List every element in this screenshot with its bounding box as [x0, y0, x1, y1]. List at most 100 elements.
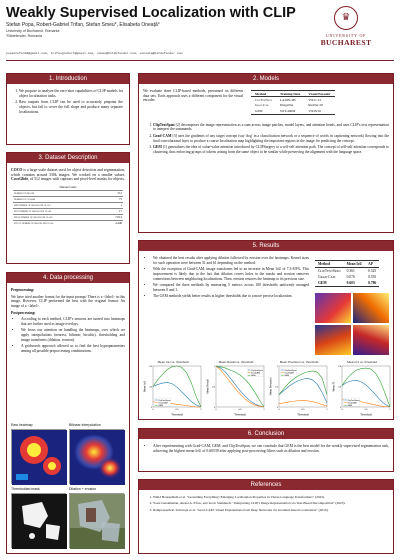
- chart-title: Mean F1 vs. threshold: [347, 360, 377, 364]
- poster-title: Weakly Supervised Localization with CLIP: [6, 5, 296, 21]
- affiliation-2: °Bitdefender, Romania: [6, 33, 42, 38]
- conclusion-item: After experimenting with Grad-CAM, GEM, …: [153, 444, 389, 453]
- table-header: Method: [318, 261, 330, 266]
- section-references: References Walid Bousselham et al. "Grou…: [138, 479, 394, 554]
- section-title: 2. Models: [139, 74, 393, 84]
- y-tick-label: 0.6: [149, 366, 153, 368]
- series-line: [278, 370, 328, 395]
- x-tick-label: 0.5: [301, 409, 305, 411]
- y-tick-label: 1: [277, 366, 279, 368]
- raw-heatmap-image: [11, 429, 67, 485]
- legend-label: GEM: [158, 405, 163, 407]
- postprocessing-item: We focus our attention on handling the h…: [21, 328, 125, 342]
- table-row: number of classes 73: [13, 196, 123, 201]
- image-label: Thresholded mask: [11, 487, 40, 491]
- plot-mean-f1: Mean F1 vs. threshold 0 0 0.5 0.4 1 0.8 Thresho…: [332, 359, 392, 417]
- table-row: GEM 0.605 0.786: [315, 280, 380, 287]
- section-data-processing: 4. Data processing Preprocessing: We hav…: [6, 272, 130, 554]
- section-models: 2. Models We evaluate three CLIP-based m…: [138, 73, 394, 233]
- crest-icon: ♛: [334, 6, 358, 30]
- emails: popastefan10@gmail.com, trifangrobert@gm…: [6, 51, 183, 55]
- plot-mean-iou: Mean IoU vs. threshold 0 0 0.5 0.3 1 0.6 Thresh…: [143, 359, 203, 417]
- image-label: Bilinear interpolation: [69, 423, 101, 427]
- x-tick-label: 0.5: [175, 409, 179, 411]
- legend-label: GradCAM: [158, 401, 168, 404]
- legend-label: GEM: [284, 375, 289, 377]
- reference-item: Walid Bousselham et al. "Grounding Every…: [153, 495, 389, 499]
- y-tick-label: 0: [214, 407, 216, 409]
- thresholded-mask-image: [11, 493, 67, 549]
- affiliations: University of Bucharest, Romania °Bitdef…: [6, 29, 59, 38]
- series-line: [152, 365, 202, 408]
- logo-line-1: UNIVERSITY OF: [325, 33, 367, 38]
- y-tick-label: 0.8: [338, 366, 342, 368]
- y-axis-label: Mean F1: [332, 381, 335, 392]
- chart-title: Mean Recall vs. threshold: [219, 360, 254, 364]
- y-tick-label: 0: [277, 407, 279, 409]
- dataset-stats-table: Dataset stats number of images 512 number …: [13, 185, 123, 226]
- section-title: 6. Conclusion: [139, 429, 393, 439]
- legend-box: [280, 367, 297, 377]
- table-header: Training Data: [279, 91, 301, 96]
- dilation-erosion-image: [69, 493, 125, 549]
- x-tick-label: 0.5: [238, 409, 242, 411]
- result-item: The GEM methods yields better results at…: [153, 294, 309, 299]
- legend-label: ClipTextSpan: [347, 399, 360, 402]
- y-tick-label: 0.3: [149, 386, 153, 388]
- legend-label: GEM: [347, 405, 352, 407]
- y-axis-label: Mean Recall: [206, 379, 209, 394]
- university-logo: ♛ UNIVERSITY OF BUCHAREST: [310, 6, 382, 54]
- chart-title: Mean Precision vs. threshold: [280, 360, 319, 364]
- models-table: Method Training Data Visual Encoder Clip…: [251, 90, 335, 115]
- x-axis-label: Threshold: [360, 413, 372, 417]
- result-item: We obtained the best results after apply…: [153, 256, 309, 265]
- results-table: Method Mean IoU AP ClipTextSpan 0.361 0.…: [315, 260, 380, 287]
- header-rule: [6, 60, 394, 62]
- table-header: Method: [255, 91, 267, 96]
- legend-box: [246, 367, 264, 377]
- legend-label: GradCAM: [347, 401, 357, 404]
- series-line: [278, 377, 328, 404]
- postprocessing-item: According to each method, CLIP's neurons…: [21, 317, 125, 326]
- y-tick-label: 0.5: [275, 386, 279, 388]
- reference-item: Ramprasaath R. Selvaraju et al. "Grad-CA…: [153, 508, 389, 512]
- legend-label: GradCAM: [251, 371, 261, 374]
- x-tick-label: 1: [263, 409, 265, 411]
- y-tick-label: 0.5: [212, 386, 216, 388]
- x-axis-label: Threshold: [297, 413, 309, 417]
- table-header: AP: [368, 261, 373, 266]
- bilinear-interpolation-image: [69, 429, 125, 485]
- results-example-images: [315, 293, 389, 356]
- table-row: Grad-Cam 0.076 0.555: [318, 274, 377, 279]
- logo-line-2: BUCHAREST: [320, 38, 372, 47]
- reference-item: Yossi Gandelsman, Alexei A. Efros, and J…: [153, 501, 389, 505]
- x-tick-label: 0: [152, 409, 154, 411]
- example-image: [315, 293, 351, 324]
- y-tick-label: 0.4: [338, 386, 342, 388]
- y-axis-label: Mean Precision: [269, 377, 272, 395]
- models-intro: We evaluate three CLIP-based methods, pr…: [143, 89, 243, 103]
- series-line: [341, 367, 391, 408]
- preprocessing-text: We have tried another format for the inp…: [11, 294, 125, 308]
- authors: Stefan Popa, Robert-Gabriel Trifan, Stef…: [6, 22, 160, 28]
- postprocessing-heading: Postprocessing:: [11, 310, 36, 315]
- y-tick-label: 1: [214, 366, 216, 368]
- table-row: max number of images per class 17: [13, 208, 123, 213]
- section-title: 1. Introduction: [7, 74, 129, 84]
- x-tick-label: 1: [389, 409, 391, 411]
- table-row: GEM WIT-400M ViT-B/16: [251, 108, 335, 115]
- table-row: ClipTextSpan LAION-2B ViT-L/14: [255, 98, 321, 103]
- legend-label: GEM: [251, 375, 256, 377]
- x-axis-label: Threshold: [171, 413, 183, 417]
- series-line: [341, 380, 391, 408]
- x-tick-label: 0.5: [364, 409, 368, 411]
- table-row: ClipTextSpan 0.361 0.525: [318, 268, 377, 273]
- series-line: [278, 400, 328, 407]
- result-item: We compared the three methods by measuri…: [153, 283, 309, 292]
- y-tick-label: 0: [340, 407, 342, 409]
- legend-box: [343, 397, 360, 407]
- section-introduction: 1. Introduction We propose to analyze th…: [6, 73, 130, 145]
- plot-mean-precision: Mean Precision vs. threshold 0 0 0.5 0.5 1 1 Th…: [269, 359, 329, 417]
- table-row: std of number of images per class 4.446: [13, 220, 123, 225]
- y-axis-label: Mean IoU: [143, 381, 146, 392]
